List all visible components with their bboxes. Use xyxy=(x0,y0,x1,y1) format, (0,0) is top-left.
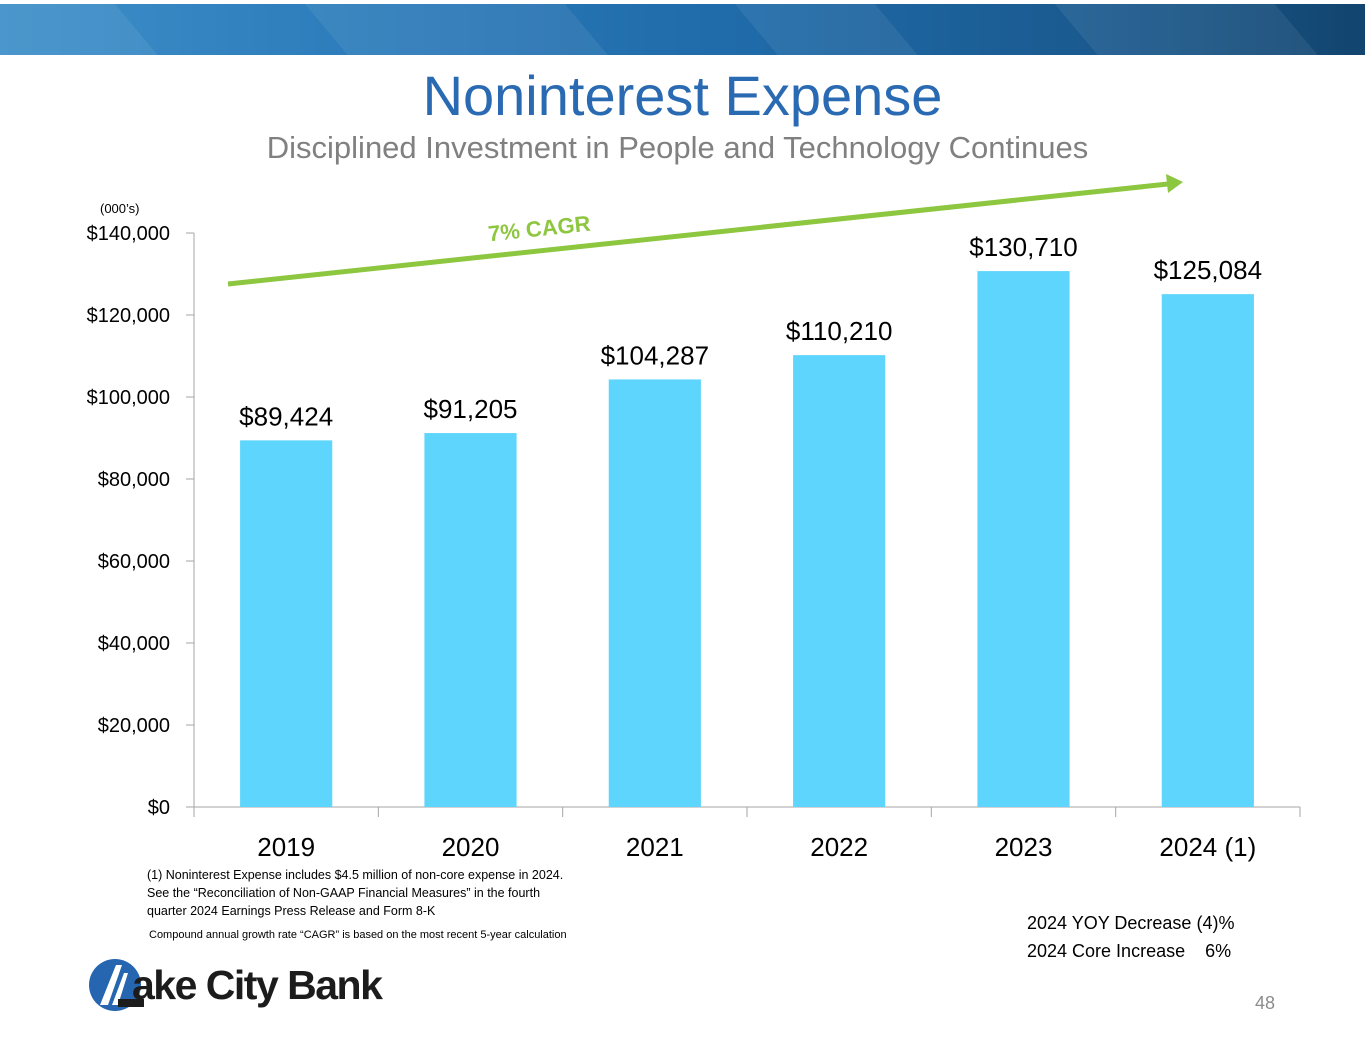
bar xyxy=(793,355,886,807)
logo-text: ake City Bank xyxy=(132,962,383,1008)
y-tick-label: $0 xyxy=(148,797,170,819)
cagr-footnote: Compound annual growth rate “CAGR” is ba… xyxy=(149,929,567,941)
units-label: (000’s) xyxy=(100,201,140,216)
x-tick-label: 2023 xyxy=(995,832,1053,862)
x-tick-label: 2019 xyxy=(257,832,315,862)
bar xyxy=(424,433,517,807)
x-tick-label: 2020 xyxy=(442,832,500,862)
y-tick-label: $40,000 xyxy=(98,633,170,655)
bar xyxy=(1161,294,1254,807)
page-subtitle: Disciplined Investment in People and Tec… xyxy=(266,130,1089,165)
y-tick-label: $120,000 xyxy=(87,305,170,327)
y-tick-label: $60,000 xyxy=(98,551,170,573)
data-label: $130,710 xyxy=(969,232,1077,262)
bar-chart: $0 $20,000 $40,000 $60,000 $80,000 $100,000 $1… xyxy=(87,174,1301,862)
data-label: $110,210 xyxy=(786,316,893,346)
chart-bars: $89,424 $91,205 $104,287 $110,210 $130,710 $1… xyxy=(239,232,1262,807)
x-tick-label: 2021 xyxy=(626,832,684,862)
page-title: Noninterest Expense xyxy=(422,64,943,127)
lake-city-bank-logo-icon xyxy=(89,959,144,1011)
y-tick-label: $100,000 xyxy=(87,387,170,409)
footnote-line-1: (1) Noninterest Expense includes $4.5 mi… xyxy=(147,868,564,882)
chart-axes: $0 $20,000 $40,000 $60,000 $80,000 $100,000 $1… xyxy=(87,223,1301,862)
data-label: $104,287 xyxy=(601,340,709,370)
cagr-label: 7% CAGR xyxy=(487,211,592,247)
x-tick-label: 2024 (1) xyxy=(1159,832,1256,862)
header-banner xyxy=(0,4,1365,55)
cagr-arrowhead xyxy=(1166,174,1183,193)
bar xyxy=(608,379,701,807)
cagr-arrow-line xyxy=(227,181,1169,287)
bar xyxy=(240,440,333,807)
data-label: $125,084 xyxy=(1154,255,1262,285)
y-tick-label: $80,000 xyxy=(98,469,170,491)
footnote: (1) Noninterest Expense includes $4.5 mi… xyxy=(147,866,647,920)
lake-city-bank-logo: ake City Bank xyxy=(88,955,418,1015)
x-tick-label: 2022 xyxy=(810,832,868,862)
yoy-decrease-text: 2024 YOY Decrease (4)% xyxy=(1027,913,1235,933)
cagr-arrow: 7% CAGR xyxy=(227,174,1183,287)
yoy-summary: 2024 YOY Decrease (4)% 2024 Core Increas… xyxy=(1027,909,1234,965)
core-increase-text: 2024 Core Increase 6% xyxy=(1027,941,1232,961)
y-tick-label: $20,000 xyxy=(98,715,170,737)
y-tick-label: $140,000 xyxy=(87,223,170,245)
footnote-line-2: See the “Reconciliation of Non-GAAP Fina… xyxy=(147,886,541,900)
data-label: $91,205 xyxy=(424,394,518,424)
bar xyxy=(977,271,1070,807)
footnote-line-3: quarter 2024 Earnings Press Release and … xyxy=(147,904,436,918)
data-label: $89,424 xyxy=(239,401,333,431)
page-number: 48 xyxy=(1255,993,1276,1013)
